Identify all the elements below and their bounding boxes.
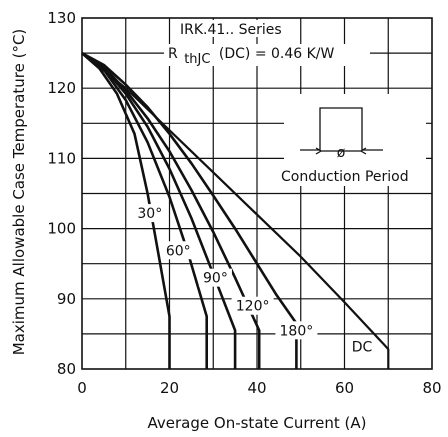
series-line-4 [81,51,298,369]
right-arrow-icon [359,147,367,155]
x-tick-label-20: 20 [160,379,179,397]
tick-labels: 0 20 40 60 80 80 90 100 110 120 130 [47,9,441,397]
series-label-0: 30° [137,206,162,222]
rth-subscript: thJC [184,52,210,67]
y-tick-label-120: 120 [47,79,76,97]
series-title: IRK.41.. Series [180,22,282,38]
series-annotation: IRK.41.. Series R thJC (DC) = 0.46 K/W [164,20,370,67]
y-tick-label-100: 100 [47,220,76,238]
x-tick-label-60: 60 [335,379,354,397]
x-axis-label: Average On-state Current (A) [148,414,367,432]
series-label-2: 90° [203,271,228,287]
rth-bg [164,44,370,66]
series-line-0 [81,52,171,369]
y-tick-label-90: 90 [57,290,76,308]
x-tick-label-80: 80 [422,379,441,397]
rth-main: R [168,46,178,62]
series-label-bg-5 [350,337,374,356]
series-label-1: 60° [166,243,191,259]
series-label-4: 180° [280,323,314,339]
conduction-period-inset: ø Conduction Period [281,94,426,186]
conduction-waveform [300,107,383,151]
series-label-3: 120° [236,299,270,315]
series-title-bg [176,20,276,37]
x-tick-label-0: 0 [77,379,87,397]
y-tick-label-80: 80 [57,360,76,378]
plot-frame [81,17,433,370]
x-tick-label-40: 40 [247,379,266,397]
series-label-5: DC [352,339,373,355]
phi-symbol: ø [337,145,346,161]
y-tick-label-110: 110 [47,149,76,167]
left-arrow-icon [315,147,323,155]
inset-background [284,94,426,186]
derating-curves [81,51,390,369]
rth-rest: (DC) = 0.46 K/W [219,46,335,62]
series-label-bg-4 [275,321,318,340]
series-label-bg-3 [231,296,274,315]
series-label-bg-2 [198,268,232,287]
grid [82,18,432,369]
thermal-resistance-label: R thJC (DC) = 0.46 K/W [168,46,335,67]
conduction-period-label: Conduction Period [281,169,409,185]
y-tick-label-130: 130 [47,9,76,27]
curve-labels: 30° 60° 90° 120° 180° DC [133,204,374,356]
series-line-5 [81,52,390,369]
series-label-bg-0 [133,204,167,223]
series-label-bg-1 [161,241,195,260]
y-axis-label: Maximum Allowable Case Temperature (°C) [10,29,28,356]
